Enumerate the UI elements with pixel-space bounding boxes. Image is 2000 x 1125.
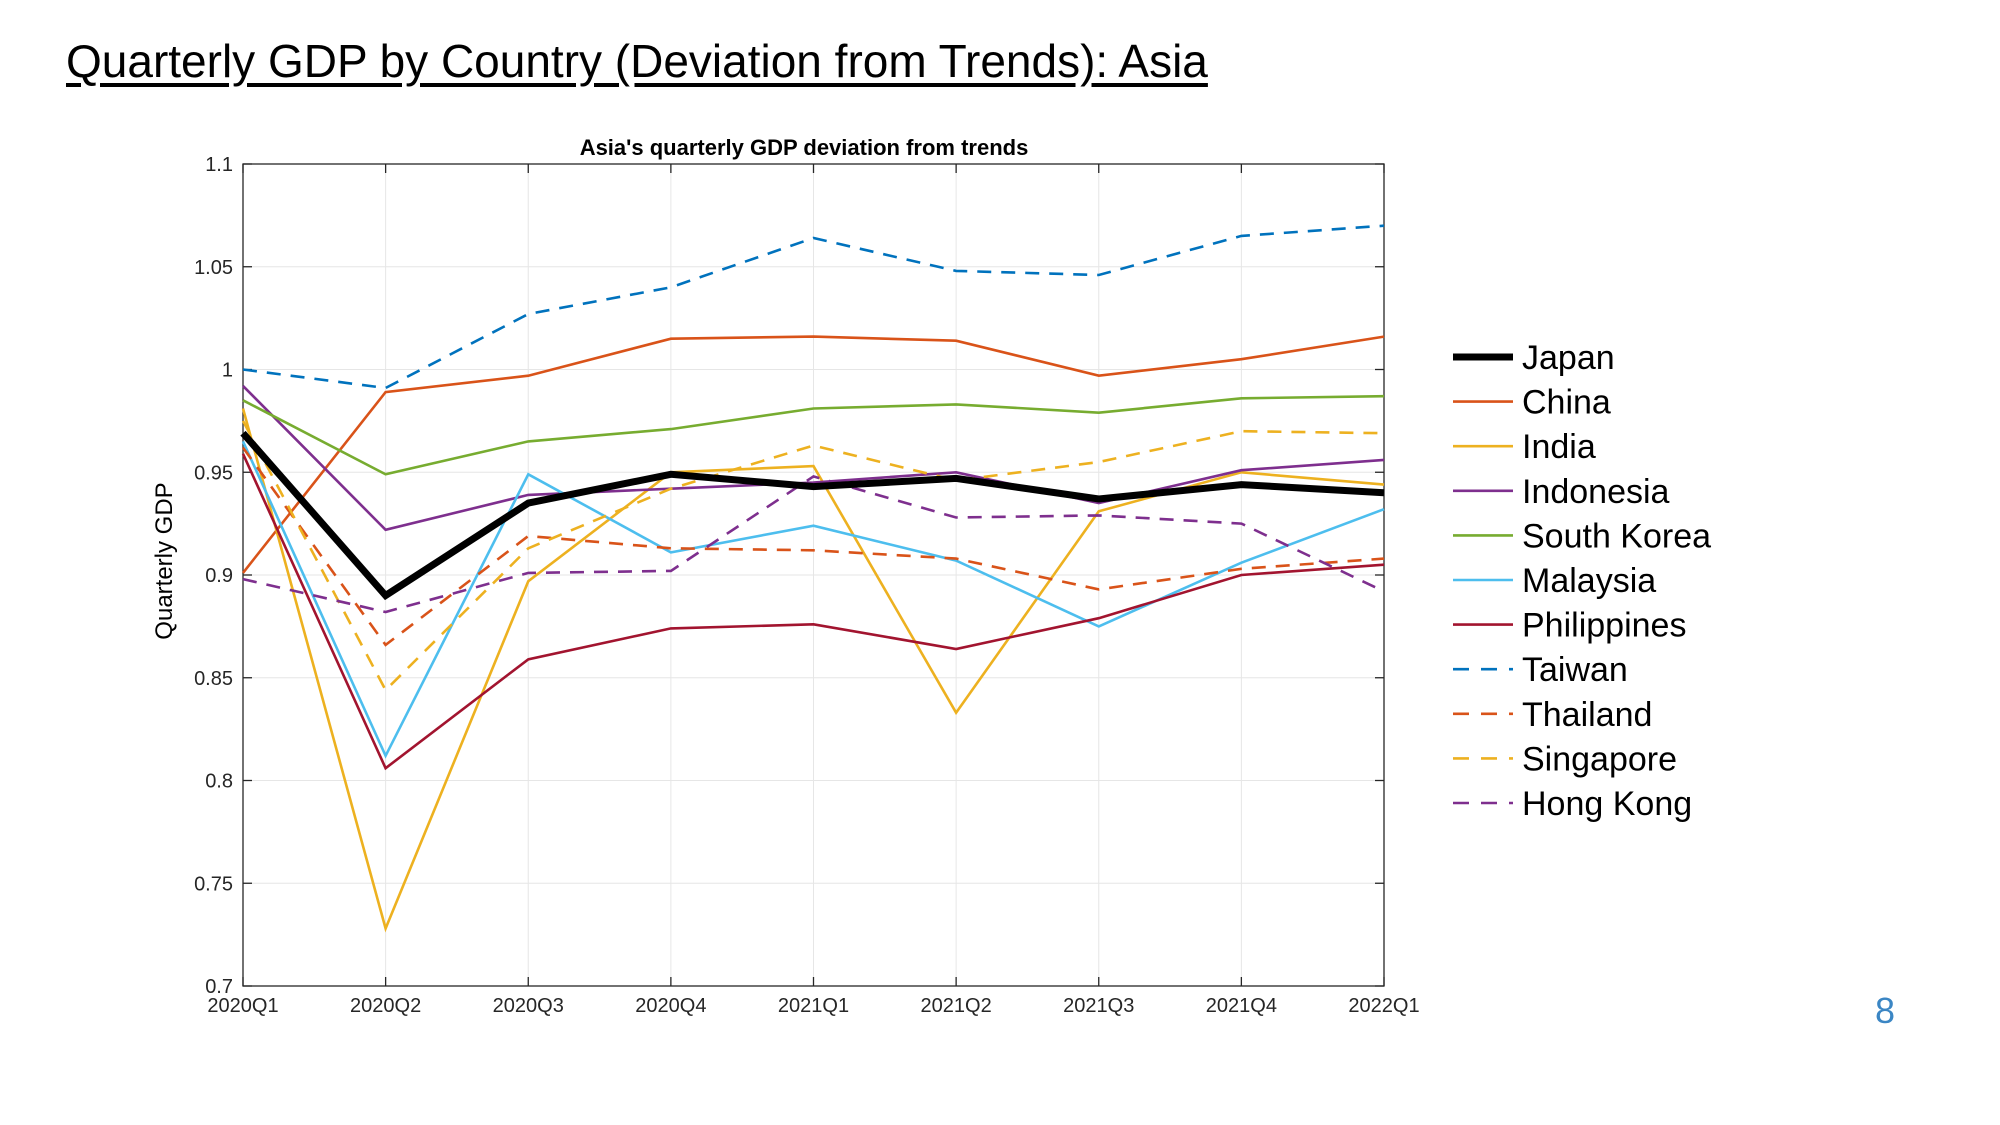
legend-label-malaysia: Malaysia (1522, 562, 1656, 600)
y-tick-label: 0.9 (205, 565, 233, 587)
y-axis-label: Quarterly GDP (151, 482, 178, 639)
series-line-thailand (241, 446, 1385, 647)
y-tick-label: 0.75 (194, 873, 233, 895)
y-tick-label: 0.85 (194, 668, 233, 690)
slide-title: Quarterly GDP by Country (Deviation from… (66, 35, 1208, 87)
x-tick-label: 2020Q4 (635, 995, 706, 1017)
legend-label-hong-kong: Hong Kong (1522, 785, 1692, 823)
y-tick-label: 1.05 (194, 257, 233, 279)
series-line-south-korea (242, 394, 1385, 476)
series-line-japan (240, 430, 1385, 601)
legend-label-philippines: Philippines (1522, 607, 1686, 645)
x-tick-label: 2020Q1 (207, 995, 278, 1017)
legend-label-india: India (1522, 428, 1596, 466)
series-line-china (241, 335, 1385, 574)
legend-label-china: China (1522, 384, 1611, 422)
legend-label-thailand: Thailand (1522, 696, 1652, 734)
y-tick-label: 0.8 (205, 771, 233, 793)
series-line-hong-kong (242, 474, 1385, 614)
y-tick-label: 0.95 (194, 462, 233, 484)
series-line-philippines (241, 453, 1385, 771)
legend-label-indonesia: Indonesia (1522, 473, 1670, 511)
series-line-taiwan (242, 224, 1385, 390)
series-line-indonesia (242, 384, 1385, 532)
legend-label-japan: Japan (1522, 339, 1615, 377)
y-tick-label: 1 (222, 360, 233, 382)
series-line-singapore (241, 420, 1385, 693)
axes: 0.7 0.75 0.8 0.85 0.9 0.95 1 1.05 1.1 2020Q1 2020Q… (194, 154, 1420, 1017)
x-tick-label: 2020Q3 (493, 995, 564, 1017)
x-tick-label: 2021Q4 (1206, 995, 1277, 1017)
x-tick-label: 2021Q3 (1063, 995, 1134, 1017)
legend: Japan China India Indonesia South Korea Malay… (1453, 339, 1711, 823)
x-tick-label: 2021Q2 (921, 995, 992, 1017)
legend-label-taiwan: Taiwan (1522, 651, 1628, 689)
y-tick-label: 1.1 (205, 154, 233, 176)
chart-title: Asia's quarterly GDP deviation from tren… (580, 135, 1029, 160)
series-line-malaysia (241, 440, 1385, 759)
series-line-india (241, 408, 1385, 933)
grid-lines (243, 164, 1384, 986)
x-tick-label: 2020Q2 (350, 995, 421, 1017)
legend-label-south-korea: South Korea (1522, 517, 1711, 555)
x-tick-label: 2022Q1 (1348, 995, 1419, 1017)
legend-label-singapore: Singapore (1522, 740, 1677, 778)
x-tick-label: 2021Q1 (778, 995, 849, 1017)
series-lines (240, 224, 1385, 933)
y-tick-label: 0.7 (205, 976, 233, 998)
page-number: 8 (1875, 990, 1896, 1031)
